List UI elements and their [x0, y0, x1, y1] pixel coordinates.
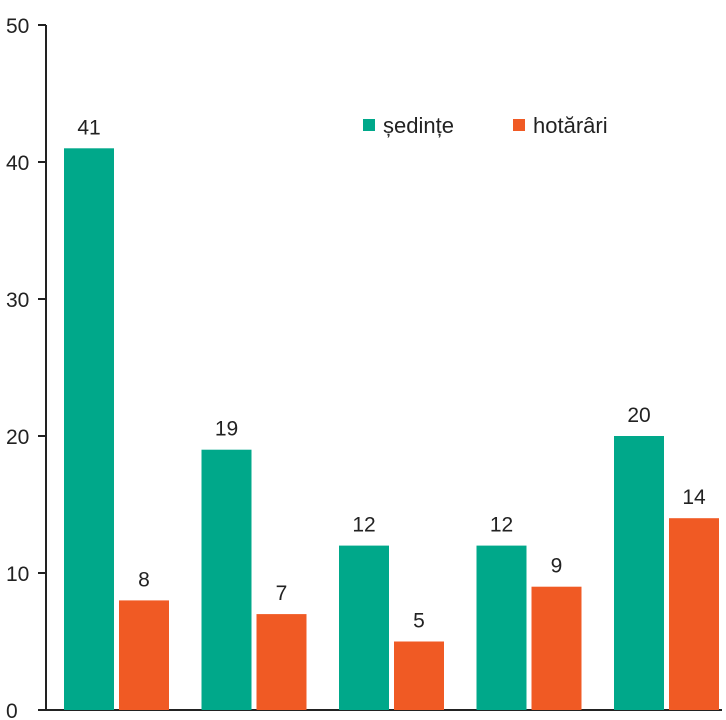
- bar-hotarari: [531, 586, 582, 710]
- data-label: 14: [682, 486, 706, 509]
- legend-swatch: [513, 119, 525, 131]
- legend-label: hotărâri: [533, 113, 608, 138]
- bar-hotarari: [394, 641, 444, 710]
- bar-hotarari: [119, 600, 169, 710]
- bar-sedinte: [64, 148, 114, 711]
- y-tick-label: 20: [6, 426, 29, 449]
- y-tick-label: 40: [6, 152, 29, 175]
- data-label: 19: [215, 418, 238, 441]
- bar-sedinte: [339, 545, 389, 710]
- y-tick-label: 50: [6, 15, 29, 38]
- y-tick-label: 0: [6, 700, 18, 720]
- data-label: 7: [276, 582, 288, 605]
- data-label: 12: [490, 514, 513, 537]
- data-label: 9: [551, 555, 563, 578]
- bar-sedinte: [201, 449, 252, 710]
- y-tick-label: 10: [6, 563, 29, 586]
- data-label: 20: [627, 404, 650, 427]
- bars: [64, 148, 719, 711]
- data-label: 12: [352, 514, 375, 537]
- legend-swatch: [363, 119, 375, 131]
- data-label: 5: [413, 610, 425, 633]
- bar-hotarari: [669, 518, 719, 710]
- y-tick-label: 30: [6, 289, 29, 312]
- data-label: 8: [138, 568, 150, 591]
- data-label: 41: [77, 116, 100, 139]
- legend-label: ședințe: [383, 113, 454, 138]
- data-labels: 41 8 19 7 12 5 12 9 20 14: [77, 116, 706, 632]
- legend: ședințe hotărâri: [363, 113, 608, 138]
- bar-sedinte: [476, 545, 527, 710]
- bar-hotarari: [256, 614, 307, 710]
- bar-sedinte: [614, 436, 664, 710]
